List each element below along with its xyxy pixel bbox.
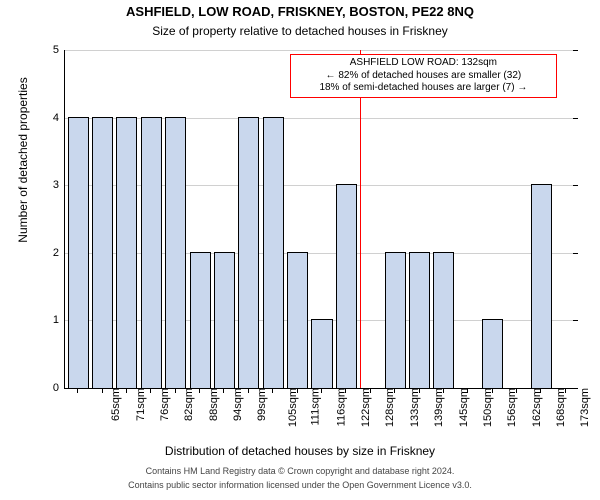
y-axis-label: Number of detached properties <box>16 0 30 329</box>
x-tick-label: 168sqm <box>553 388 567 427</box>
annotation-line: ASHFIELD LOW ROAD: 132sqm <box>295 57 551 70</box>
bar <box>190 252 211 388</box>
y-tick-label: 1 <box>53 314 65 326</box>
bar <box>263 117 284 388</box>
x-tick-mark <box>199 388 200 393</box>
x-tick-mark <box>248 388 249 393</box>
bar <box>385 252 406 388</box>
bar <box>214 252 235 388</box>
bar <box>287 252 308 388</box>
x-tick-label: 133sqm <box>407 388 421 427</box>
y-tick-label: 0 <box>53 382 65 394</box>
x-tick-label: 128sqm <box>383 388 397 427</box>
bar <box>165 117 186 388</box>
x-tick-label: 71sqm <box>133 388 147 421</box>
bar <box>92 117 113 388</box>
bar <box>116 117 137 388</box>
x-tick-mark <box>321 388 322 393</box>
x-tick-mark <box>540 388 541 393</box>
footer-line-1: Contains HM Land Registry data © Crown c… <box>0 466 600 476</box>
property-size-chart: ASHFIELD, LOW ROAD, FRISKNEY, BOSTON, PE… <box>0 0 600 500</box>
bar <box>238 117 259 388</box>
y-tick-label: 4 <box>53 112 65 124</box>
x-tick-label: 111sqm <box>308 388 322 426</box>
x-tick-label: 145sqm <box>456 388 470 427</box>
bar <box>311 319 332 388</box>
x-tick-label: 156sqm <box>504 388 518 427</box>
y-tick-mark <box>573 118 578 119</box>
x-tick-mark <box>492 388 493 393</box>
x-tick-label: 88sqm <box>206 388 220 421</box>
x-tick-label: 173sqm <box>578 388 592 427</box>
x-tick-mark <box>345 388 346 393</box>
x-tick-mark <box>102 388 103 393</box>
x-axis-caption: Distribution of detached houses by size … <box>0 444 600 458</box>
y-tick-mark <box>573 320 578 321</box>
y-tick-label: 5 <box>53 44 65 56</box>
bar <box>433 252 454 388</box>
x-tick-label: 150sqm <box>480 388 494 427</box>
grid-line <box>65 50 577 51</box>
x-tick-label: 99sqm <box>255 388 269 421</box>
bar <box>482 319 503 388</box>
chart-subtitle: Size of property relative to detached ho… <box>0 24 600 38</box>
x-tick-mark <box>175 388 176 393</box>
x-tick-mark <box>516 388 517 393</box>
x-tick-mark <box>77 388 78 393</box>
x-tick-label: 105sqm <box>285 388 299 427</box>
y-tick-label: 2 <box>53 247 65 259</box>
x-tick-label: 65sqm <box>108 388 122 421</box>
x-tick-mark <box>223 388 224 393</box>
x-tick-label: 139sqm <box>431 388 445 427</box>
bar <box>68 117 89 388</box>
annotation-line: ← 82% of detached houses are smaller (32… <box>295 70 551 83</box>
x-tick-mark <box>467 388 468 393</box>
x-tick-label: 162sqm <box>529 388 543 427</box>
y-tick-mark <box>573 253 578 254</box>
bar <box>141 117 162 388</box>
y-tick-mark <box>573 185 578 186</box>
bar <box>409 252 430 388</box>
x-tick-mark <box>370 388 371 393</box>
bar <box>531 184 552 388</box>
annotation-box: ASHFIELD LOW ROAD: 132sqm← 82% of detach… <box>290 54 556 98</box>
x-tick-mark <box>565 388 566 393</box>
chart-title: ASHFIELD, LOW ROAD, FRISKNEY, BOSTON, PE… <box>0 4 600 19</box>
annotation-line: 18% of semi-detached houses are larger (… <box>295 82 551 95</box>
bar <box>336 184 357 388</box>
x-tick-mark <box>394 388 395 393</box>
reference-line <box>360 50 361 388</box>
x-tick-mark <box>272 388 273 393</box>
x-tick-label: 116sqm <box>333 388 347 426</box>
y-tick-mark <box>573 50 578 51</box>
x-tick-mark <box>126 388 127 393</box>
x-tick-label: 94sqm <box>230 388 244 421</box>
x-tick-label: 82sqm <box>181 388 195 421</box>
x-tick-mark <box>443 388 444 393</box>
footer-line-2: Contains public sector information licen… <box>0 480 600 490</box>
y-tick-label: 3 <box>53 179 65 191</box>
x-tick-label: 76sqm <box>157 388 171 421</box>
x-tick-label: 122sqm <box>358 388 372 427</box>
plot-area: 01234565sqm71sqm76sqm82sqm88sqm94sqm99sq… <box>64 50 577 389</box>
x-tick-mark <box>297 388 298 393</box>
x-tick-mark <box>419 388 420 393</box>
x-tick-mark <box>150 388 151 393</box>
